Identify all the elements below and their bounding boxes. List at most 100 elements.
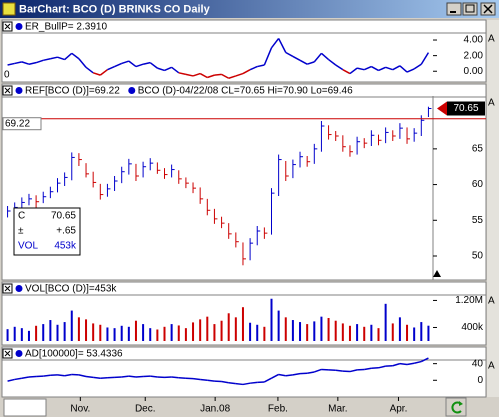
y-tick-label: 0 bbox=[477, 375, 483, 386]
volume-bar bbox=[241, 307, 244, 341]
info-key: VOL bbox=[18, 241, 38, 252]
line-segment bbox=[399, 362, 408, 366]
volume-bar bbox=[56, 324, 59, 341]
line-segment bbox=[292, 55, 301, 61]
volume-bar bbox=[177, 325, 180, 341]
line-segment bbox=[21, 376, 30, 379]
volume-bar bbox=[348, 325, 351, 341]
line-segment bbox=[121, 60, 130, 65]
line-segment bbox=[164, 66, 172, 72]
volume-bar bbox=[85, 319, 88, 341]
line-segment bbox=[342, 69, 351, 75]
line-segment bbox=[71, 52, 80, 60]
volume-bar bbox=[427, 325, 430, 341]
line-segment bbox=[228, 75, 237, 79]
line-segment bbox=[192, 377, 201, 381]
line-segment bbox=[142, 61, 151, 65]
line-segment bbox=[185, 73, 194, 77]
line-segment bbox=[57, 374, 65, 377]
line-segment bbox=[420, 357, 429, 363]
info-key: C bbox=[18, 211, 25, 222]
line-segment bbox=[157, 67, 165, 72]
line-segment bbox=[392, 65, 401, 71]
line-segment bbox=[385, 66, 394, 71]
line-segment bbox=[14, 377, 22, 381]
volume-bar bbox=[192, 322, 195, 341]
line-segment bbox=[85, 66, 94, 74]
line-segment bbox=[200, 378, 208, 382]
minimize-button[interactable] bbox=[446, 2, 462, 16]
volume-bar bbox=[284, 317, 287, 341]
line-segment bbox=[406, 362, 415, 366]
line-segment bbox=[349, 369, 358, 373]
info-value: 453k bbox=[54, 241, 77, 252]
line-segment bbox=[420, 52, 430, 65]
volume-bar bbox=[327, 318, 330, 341]
line-segment bbox=[149, 62, 158, 69]
app-icon bbox=[2, 2, 16, 16]
line-segment bbox=[278, 373, 286, 377]
er-panel bbox=[1, 19, 487, 83]
line-segment bbox=[28, 61, 37, 65]
panel-legend: VOL[BCO (D)]=453k bbox=[25, 284, 117, 295]
line-segment bbox=[235, 72, 244, 77]
volume-bar bbox=[370, 324, 373, 341]
volume-bar bbox=[299, 322, 302, 341]
line-segment bbox=[307, 371, 315, 374]
line-segment bbox=[114, 62, 123, 68]
input-box[interactable] bbox=[3, 398, 47, 417]
line-segment bbox=[78, 374, 87, 378]
ad-panel bbox=[1, 346, 487, 398]
line-segment bbox=[50, 56, 58, 60]
volume-bar bbox=[234, 317, 237, 341]
legend-dot bbox=[15, 87, 23, 94]
line-segment bbox=[85, 375, 94, 379]
line-segment bbox=[35, 59, 44, 64]
x-tick-label: Mar. bbox=[328, 404, 347, 415]
line-segment bbox=[406, 68, 415, 73]
volume-bar bbox=[206, 316, 209, 341]
last-price-label: 70.65 bbox=[453, 103, 478, 114]
line-segment bbox=[199, 72, 208, 79]
volume-bar bbox=[92, 323, 95, 341]
volume-bar bbox=[363, 326, 366, 341]
volume-bar bbox=[42, 324, 45, 341]
scale-button: A bbox=[488, 361, 495, 372]
window-buttons[interactable] bbox=[446, 2, 496, 16]
y-tick-label: 0.00 bbox=[464, 66, 484, 77]
line-segment bbox=[221, 73, 230, 79]
ref-label-box bbox=[2, 117, 42, 131]
legend-dot bbox=[15, 350, 23, 357]
line-segment bbox=[93, 376, 101, 379]
line-segment bbox=[207, 379, 215, 382]
volume-bar bbox=[277, 310, 280, 341]
volume-bar bbox=[356, 324, 359, 341]
volume-bar bbox=[306, 324, 309, 341]
y-tick-label: 400k bbox=[461, 322, 484, 333]
y-tick-label: 55 bbox=[472, 215, 484, 226]
volume-bar bbox=[384, 303, 387, 341]
line-segment bbox=[313, 52, 323, 63]
volume-bar bbox=[391, 323, 394, 341]
volume-bar bbox=[398, 317, 401, 341]
line-segment bbox=[235, 382, 244, 386]
volume-bar bbox=[420, 322, 423, 341]
volume-bar bbox=[270, 298, 273, 341]
line-segment bbox=[214, 73, 222, 76]
line-segment bbox=[399, 65, 408, 73]
volume-bar bbox=[334, 320, 337, 341]
volume-bar bbox=[341, 323, 344, 341]
line-segment bbox=[128, 375, 137, 378]
y-tick-label: 60 bbox=[472, 179, 484, 190]
line-segment bbox=[263, 47, 273, 66]
line-segment bbox=[413, 63, 422, 70]
volume-bar bbox=[320, 316, 323, 341]
line-segment bbox=[92, 72, 101, 76]
y-tick-label: 40 bbox=[472, 358, 484, 369]
x-tick-label: Apr. bbox=[390, 404, 408, 415]
line-segment bbox=[64, 52, 73, 61]
volume-bar bbox=[20, 328, 23, 341]
line-segment bbox=[150, 375, 158, 378]
line-segment bbox=[335, 64, 344, 71]
line-segment bbox=[264, 377, 272, 383]
